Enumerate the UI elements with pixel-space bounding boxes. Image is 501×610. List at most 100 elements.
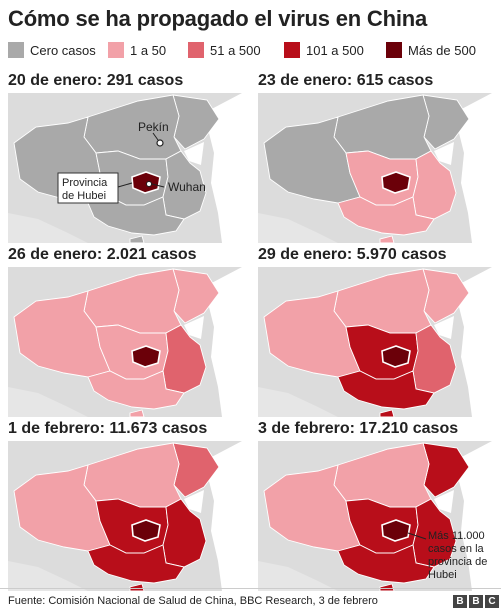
region-south: [337, 370, 435, 410]
bohai-sea: [434, 142, 454, 165]
panel-heading-4: 29 de enero: 5.970 casos: [258, 246, 447, 263]
map-panel-3: [8, 267, 242, 417]
legend-label-1-50: 1 a 50: [130, 42, 167, 58]
bbc-logo-letter: B: [469, 595, 483, 608]
region-hubei: [131, 345, 161, 368]
beijing-marker: [156, 139, 164, 147]
china-map-1: Pekín Provincia de Hubei Wuhan: [8, 93, 242, 243]
bohai-sea: [434, 490, 454, 513]
hubei-label-line-2: de Hubei: [62, 190, 106, 202]
region-east: [162, 150, 207, 220]
page-title: Cómo se ha propagado el virus en China: [8, 6, 428, 31]
legend-swatch-101-500: [284, 42, 300, 58]
sea-east: [454, 441, 492, 591]
hainan-island: [379, 409, 395, 417]
bbc-logo-letter: B: [453, 595, 467, 608]
footer-divider: [0, 588, 501, 589]
bohai-sea: [184, 316, 204, 339]
map-panel-2: [258, 93, 492, 243]
china-map-3: [8, 267, 242, 417]
hubei-note-line-4: Hubei: [428, 569, 457, 581]
map-panel-6: Más 11.000 casos en la provincia de Hube…: [258, 441, 492, 591]
region-south: [87, 370, 185, 410]
legend-swatch-1-50: [108, 42, 124, 58]
panel-heading-6: 3 de febrero: 17.210 casos: [258, 420, 459, 437]
region-east: [412, 498, 457, 568]
region-south: [337, 544, 435, 584]
region-south: [87, 196, 185, 236]
neighbor-south-asia: [258, 387, 338, 417]
map-panel-1: Pekín Provincia de Hubei Wuhan: [8, 93, 242, 243]
region-east: [162, 324, 207, 394]
hainan-island: [129, 409, 145, 417]
hainan-island: [129, 583, 145, 591]
panel-heading-1: 20 de enero: 291 casos: [8, 72, 184, 89]
legend-swatch-over-500: [386, 42, 402, 58]
panel-heading-3: 26 de enero: 2.021 casos: [8, 246, 197, 263]
map-panel-4: [258, 267, 492, 417]
hubei-note: Más 11.000 casos en la provincia de Hube…: [428, 530, 490, 581]
sea-east: [454, 267, 492, 417]
hubei-label-line-1: Provincia: [62, 177, 108, 189]
hubei-note-line-3: provincia de: [428, 556, 487, 568]
map-panel-5: [8, 441, 242, 591]
china-map-6: Más 11.000 casos en la provincia de Hube…: [258, 441, 492, 591]
region-east: [412, 150, 457, 220]
legend-swatch-zero: [8, 42, 24, 58]
source-note: Fuente: Comisión Nacional de Salud de Ch…: [8, 595, 378, 607]
bbc-logo: B B C: [453, 595, 499, 608]
sea-east: [204, 441, 242, 591]
hainan-island: [129, 235, 145, 243]
panel-heading-5: 1 de febrero: 11.673 casos: [8, 420, 208, 437]
region-south: [87, 544, 185, 584]
neighbor-south-asia: [8, 561, 88, 591]
region-hubei: [131, 519, 161, 542]
neighbor-south-asia: [8, 387, 88, 417]
region-hubei: [381, 345, 411, 368]
legend-item-zero: Cero casos: [8, 41, 96, 59]
hubei-leader-line: [117, 182, 133, 188]
panel-heading-2: 23 de enero: 615 casos: [258, 72, 434, 89]
china-map-4: [258, 267, 492, 417]
hubei-note-leader-line: [407, 532, 427, 540]
region-south: [337, 196, 435, 236]
wuhan-marker: [146, 181, 152, 187]
region-hubei: [381, 171, 411, 194]
china-map-2: [258, 93, 492, 243]
wuhan-leader-line: [151, 183, 165, 188]
sea-east: [454, 93, 492, 243]
legend-label-51-500: 51 a 500: [210, 42, 261, 58]
hubei-note-line-1: Más 11.000: [428, 530, 485, 542]
hainan-island: [379, 583, 395, 591]
beijing-label: Pekín: [138, 120, 169, 134]
legend-item-101-500: 101 a 500: [284, 41, 364, 59]
legend-label-over-500: Más de 500: [408, 42, 476, 58]
legend-swatch-51-500: [188, 42, 204, 58]
beijing-leader-line: [152, 132, 159, 141]
hainan-island: [379, 235, 395, 243]
hubei-label: Provincia de Hubei: [62, 177, 110, 202]
bohai-sea: [184, 490, 204, 513]
neighbor-south-asia: [8, 213, 88, 243]
legend-label-101-500: 101 a 500: [306, 42, 364, 58]
region-east: [412, 324, 457, 394]
china-map-5: [8, 441, 242, 591]
sea-east: [204, 93, 242, 243]
bbc-logo-letter: C: [485, 595, 499, 608]
neighbor-south-asia: [258, 213, 338, 243]
neighbor-south-asia: [258, 561, 338, 591]
hubei-label-box: [57, 172, 119, 204]
hubei-note-line-2: casos en la: [428, 543, 485, 555]
wuhan-label: Wuhan: [168, 180, 206, 194]
bohai-sea: [434, 316, 454, 339]
bohai-sea: [184, 142, 204, 165]
legend-item-51-500: 51 a 500: [188, 41, 261, 59]
legend-item-over-500: Más de 500: [386, 41, 476, 59]
region-hubei: [381, 519, 411, 542]
region-hubei: [131, 171, 161, 194]
region-east: [162, 498, 207, 568]
legend-item-1-50: 1 a 50: [108, 41, 166, 59]
legend-label-zero: Cero casos: [30, 42, 96, 58]
sea-east: [204, 267, 242, 417]
legend: Cero casos 1 a 50 51 a 500 101 a 500 Más…: [8, 41, 494, 59]
